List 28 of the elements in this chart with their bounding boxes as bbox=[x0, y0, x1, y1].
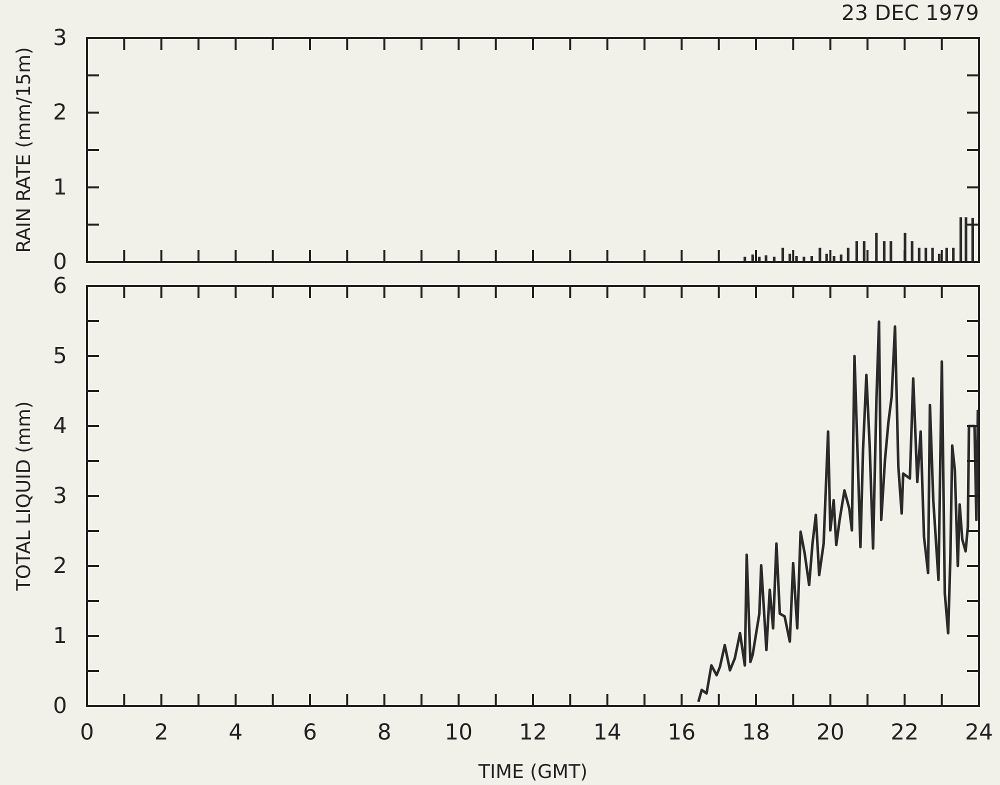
chart-title: 23 DEC 1979 bbox=[841, 1, 979, 25]
x-axis-title: TIME (GMT) bbox=[477, 761, 588, 783]
x-tick-label: 18 bbox=[742, 720, 770, 746]
x-tick-label: 16 bbox=[668, 720, 696, 746]
y-tick-label: 2 bbox=[53, 554, 67, 580]
y-tick-label: 4 bbox=[53, 414, 67, 440]
y-tick-label: 1 bbox=[53, 624, 67, 650]
y-tick-label: 2 bbox=[53, 100, 67, 126]
y-tick-label: 5 bbox=[53, 344, 67, 370]
x-tick-label: 14 bbox=[593, 720, 622, 746]
x-tick-label: 10 bbox=[444, 720, 473, 746]
y-tick-label: 1 bbox=[53, 175, 67, 200]
y-tick-label: 3 bbox=[53, 484, 67, 510]
x-tick-label: 0 bbox=[80, 720, 94, 746]
x-tick-label: 4 bbox=[228, 720, 243, 746]
y-tick-label: 3 bbox=[53, 26, 67, 52]
y-tick-label: 6 bbox=[53, 274, 67, 300]
x-tick-label: 24 bbox=[965, 720, 993, 746]
x-tick-label: 22 bbox=[890, 720, 919, 746]
x-tick-label: 20 bbox=[816, 720, 844, 746]
x-tick-label: 12 bbox=[519, 720, 547, 746]
y-axis-title: RAIN RATE (mm/15m) bbox=[13, 47, 35, 253]
x-tick-label: 6 bbox=[303, 720, 317, 746]
x-tick-label: 2 bbox=[154, 720, 168, 746]
y-tick-label: 0 bbox=[53, 694, 67, 720]
y-tick-label: 0 bbox=[53, 250, 67, 276]
x-tick-label: 8 bbox=[377, 720, 392, 746]
y-axis-title: TOTAL LIQUID (mm) bbox=[13, 401, 35, 592]
